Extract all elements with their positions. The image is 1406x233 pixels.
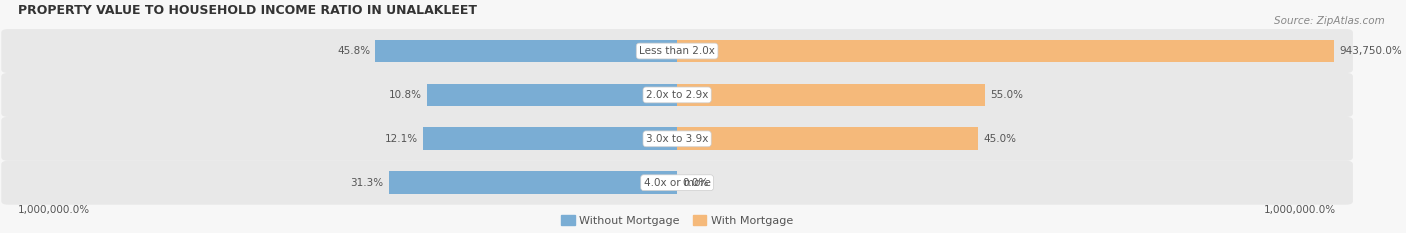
Bar — [678, 83, 986, 106]
Text: 1,000,000.0%: 1,000,000.0% — [1264, 205, 1337, 215]
Bar — [423, 127, 678, 150]
FancyBboxPatch shape — [1, 161, 1353, 205]
FancyBboxPatch shape — [1, 29, 1353, 73]
Text: Less than 2.0x: Less than 2.0x — [640, 46, 716, 56]
Bar — [678, 127, 979, 150]
Bar — [678, 40, 1334, 62]
Text: 45.0%: 45.0% — [983, 134, 1017, 144]
Text: 3.0x to 3.9x: 3.0x to 3.9x — [645, 134, 709, 144]
Text: 45.8%: 45.8% — [337, 46, 370, 56]
Text: 10.8%: 10.8% — [389, 90, 422, 100]
FancyBboxPatch shape — [1, 117, 1353, 161]
Text: 12.1%: 12.1% — [385, 134, 418, 144]
Bar — [427, 83, 678, 106]
Text: 55.0%: 55.0% — [991, 90, 1024, 100]
Text: 31.3%: 31.3% — [350, 178, 384, 188]
Text: PROPERTY VALUE TO HOUSEHOLD INCOME RATIO IN UNALAKLEET: PROPERTY VALUE TO HOUSEHOLD INCOME RATIO… — [18, 4, 477, 17]
Text: 2.0x to 2.9x: 2.0x to 2.9x — [645, 90, 709, 100]
Bar — [375, 40, 678, 62]
Text: 0.0%: 0.0% — [682, 178, 709, 188]
Text: Source: ZipAtlas.com: Source: ZipAtlas.com — [1274, 16, 1385, 26]
Text: 943,750.0%: 943,750.0% — [1340, 46, 1402, 56]
Text: 4.0x or more: 4.0x or more — [644, 178, 710, 188]
Bar — [389, 171, 678, 194]
Text: 1,000,000.0%: 1,000,000.0% — [18, 205, 90, 215]
FancyBboxPatch shape — [1, 73, 1353, 117]
Legend: Without Mortgage, With Mortgage: Without Mortgage, With Mortgage — [557, 211, 797, 230]
